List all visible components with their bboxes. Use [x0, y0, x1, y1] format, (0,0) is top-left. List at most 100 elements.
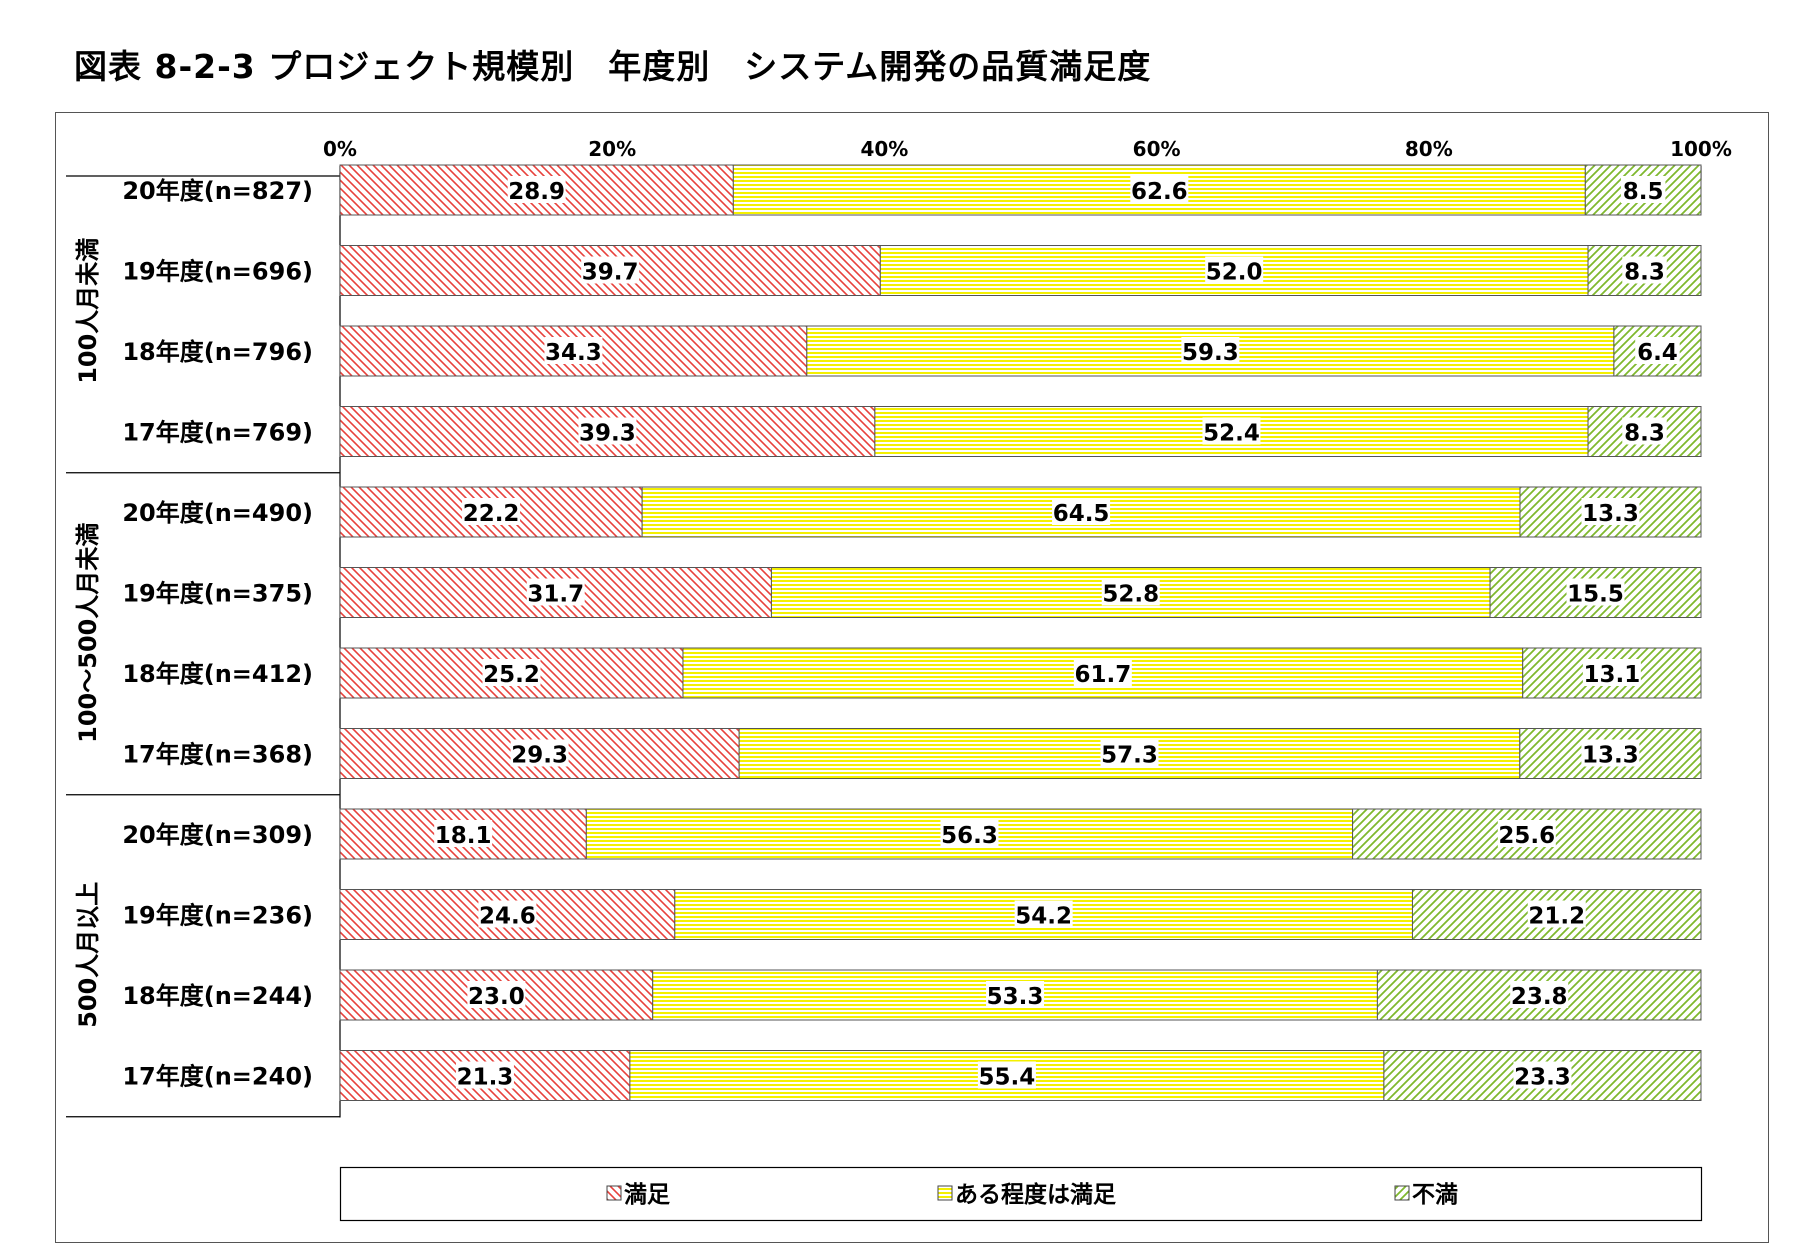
value-label-background: [478, 900, 537, 928]
x-tick-label: 20%: [588, 137, 636, 161]
value-label-background: [544, 337, 603, 364]
dissatisfied-value-label: 23.3: [1514, 1065, 1571, 1091]
value-label-background: [1510, 981, 1569, 1008]
value-label-background: [1100, 739, 1159, 767]
value-label-background: [986, 981, 1045, 1008]
somewhat-satisfied-value-label: 64.5: [1053, 501, 1110, 527]
value-label-background: [1130, 176, 1189, 203]
value-label-background: [1581, 739, 1640, 767]
legend-box: [339, 1166, 1703, 1222]
satisfied-value-label: 39.3: [579, 421, 636, 447]
value-label-background: [1513, 1061, 1572, 1089]
value-label-background: [467, 981, 526, 1008]
value-label-background: [434, 820, 493, 847]
legend: 満足 ある程度は満足 不満: [606, 1181, 1458, 1208]
value-label-background: [462, 498, 521, 525]
value-label-background: [1620, 176, 1666, 203]
x-tick-label: 60%: [1133, 137, 1181, 161]
value-label-background: [977, 1061, 1036, 1089]
dissatisfied-value-label: 8.5: [1623, 179, 1664, 205]
somewhat-satisfied-value-label: 52.0: [1206, 260, 1263, 286]
legend-item-somewhat-satisfied-label: ある程度は満足: [955, 1181, 1116, 1208]
somewhat-satisfied-value-label: 52.8: [1102, 582, 1159, 608]
somewhat-satisfied-value-label: 57.3: [1101, 743, 1158, 769]
value-label-background: [1635, 337, 1680, 364]
chart-frame: [55, 112, 1769, 1243]
dissatisfied-value-label: 21.2: [1528, 904, 1585, 930]
somewhat-satisfied-value-label: 53.3: [987, 984, 1044, 1010]
bars: 28.9 62.6 8.5 39.7 52.0 8.3 34.3 59.3 6.4 39.3 52.…: [339, 164, 1702, 1101]
value-label-background: [1202, 417, 1261, 445]
category-label: 18年度(n=412): [122, 660, 313, 688]
value-label-background: [1566, 578, 1625, 606]
value-label-background: [1527, 900, 1586, 928]
legend-item-dissatisfied-label: 不満: [1412, 1182, 1458, 1208]
x-tick-label: 100%: [1670, 137, 1732, 161]
legend-item-somewhat-satisfied-swatch: [937, 1185, 953, 1201]
value-label-background: [507, 176, 566, 203]
group-label: 100人月未満: [74, 238, 102, 384]
dissatisfied-value-label: 8.3: [1624, 421, 1665, 447]
dissatisfied-value-label: 15.5: [1567, 582, 1624, 608]
category-label: 18年度(n=244): [122, 982, 313, 1010]
value-label-background: [1205, 256, 1264, 284]
value-label-background: [455, 1061, 514, 1089]
value-label-background: [482, 659, 541, 686]
category-label: 19年度(n=696): [122, 258, 313, 286]
value-label-background: [1622, 256, 1667, 284]
x-tick-label: 40%: [860, 137, 908, 161]
category-label: 20年度(n=827): [122, 177, 313, 205]
dissatisfied-value-label: 6.4: [1637, 340, 1678, 366]
satisfied-value-label: 31.7: [527, 582, 584, 608]
value-label-background: [526, 578, 585, 606]
value-label-background: [510, 739, 569, 767]
dissatisfied-value-label: 25.6: [1498, 823, 1555, 849]
category-label: 19年度(n=375): [122, 580, 313, 608]
value-label-background: [1497, 820, 1556, 847]
somewhat-satisfied-value-label: 52.4: [1203, 421, 1260, 447]
satisfied-value-label: 34.3: [545, 340, 602, 366]
legend-item-satisfied-label: 満足: [624, 1182, 670, 1208]
somewhat-satisfied-value-label: 54.2: [1015, 904, 1072, 930]
value-label-background: [1101, 578, 1160, 606]
dissatisfied-value-label: 13.1: [1583, 662, 1640, 688]
x-tick-label: 0%: [323, 137, 357, 161]
category-label: 18年度(n=796): [122, 338, 313, 366]
satisfied-value-label: 23.0: [468, 984, 525, 1010]
value-label-background: [1181, 337, 1240, 364]
legend-item-dissatisfied-swatch: [1394, 1185, 1410, 1201]
somewhat-satisfied-value-label: 55.4: [979, 1065, 1036, 1091]
category-label: 19年度(n=236): [122, 902, 313, 930]
satisfied-segment: [339, 245, 881, 296]
satisfied-value-label: 28.9: [508, 179, 565, 205]
satisfied-value-label: 21.3: [457, 1065, 514, 1091]
category-label: 20年度(n=309): [122, 821, 313, 849]
value-label-background: [1014, 900, 1073, 928]
value-label-background: [578, 417, 637, 445]
category-label: 20年度(n=490): [122, 499, 313, 527]
value-label-background: [940, 820, 999, 847]
category-label: 17年度(n=240): [122, 1063, 313, 1091]
value-label-background: [1581, 498, 1640, 525]
category-label: 17年度(n=368): [122, 741, 313, 769]
category-labels: 100人月未満 100〜500人月未満 500人月以上 20年度(n=827) 19年度…: [74, 177, 313, 1091]
value-label-background: [1052, 498, 1111, 525]
somewhat-satisfied-value-label: 59.3: [1182, 340, 1239, 366]
satisfied-value-label: 25.2: [483, 662, 540, 688]
value-label-background: [581, 256, 640, 284]
somewhat-satisfied-value-label: 61.7: [1074, 662, 1131, 688]
dissatisfied-value-label: 13.3: [1582, 501, 1639, 527]
value-label-background: [1582, 659, 1641, 686]
satisfied-value-label: 29.3: [511, 743, 568, 769]
x-tick-label: 80%: [1405, 137, 1453, 161]
satisfied-value-label: 39.7: [582, 260, 639, 286]
satisfied-segment: [339, 808, 587, 860]
satisfied-value-label: 24.6: [479, 904, 536, 930]
dissatisfied-value-label: 23.8: [1511, 984, 1568, 1010]
group-separators: [66, 175, 340, 1118]
legend-item-satisfied-swatch: [606, 1185, 622, 1201]
category-label: 17年度(n=769): [122, 419, 313, 447]
somewhat-satisfied-value-label: 62.6: [1131, 179, 1188, 205]
value-label-background: [1622, 417, 1667, 445]
